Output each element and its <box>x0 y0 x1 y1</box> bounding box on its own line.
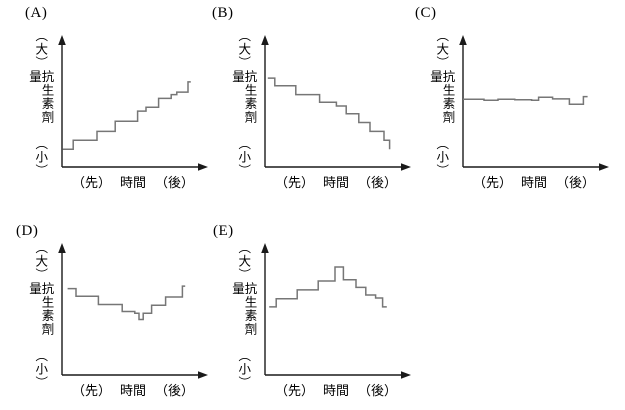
panel-C-label: (C) <box>415 5 437 21</box>
panel-C-y-axis-label: （大） 抗生素劑量 （小） <box>428 29 455 178</box>
panel-B-label: (B) <box>212 5 234 21</box>
y-axis-min-label: （小） <box>33 136 48 178</box>
y-axis-min-label: （小） <box>33 348 48 390</box>
dose-step-line <box>62 81 191 150</box>
x-axis-title: 時間 <box>119 175 146 190</box>
panel-A-plot <box>58 35 208 171</box>
panel-D-y-axis-label: （大） 抗生素劑量 （小） <box>27 241 54 390</box>
panel-A: (A) （大） 抗生素劑量 （小） （先） 時間 （後） <box>0 0 210 208</box>
x-axis-arrow-icon <box>599 163 609 171</box>
y-axis-min-label: （小） <box>434 136 449 178</box>
panel-D: (D) （大） 抗生素劑量 （小） （先） 時間 （後） <box>0 208 210 410</box>
x-axis-left-label: （先） <box>274 383 314 398</box>
x-axis-title: 時間 <box>119 383 146 398</box>
panel-A-label: (A) <box>25 5 48 21</box>
x-axis-left-label: （先） <box>71 175 111 190</box>
panel-B-y-axis-label: （大） 抗生素劑量 （小） <box>230 29 257 178</box>
dose-step-line <box>267 77 391 150</box>
y-axis-title: 抗生素劑量 <box>27 281 54 336</box>
panel-E-y-axis-label: （大） 抗生素劑量 （小） <box>230 241 257 390</box>
x-axis-arrow-icon <box>198 371 208 379</box>
y-axis-title: 抗生素劑量 <box>230 281 257 336</box>
panel-E: (E) （大） 抗生素劑量 （小） （先） 時間 （後） <box>203 208 413 410</box>
y-axis-max-label: （大） <box>33 29 48 70</box>
y-axis-min-label: （小） <box>236 136 251 178</box>
y-axis-max-label: （大） <box>434 29 449 70</box>
panel-C-plot <box>459 35 609 171</box>
y-axis-arrow-icon <box>459 35 467 45</box>
x-axis-right-label: （後） <box>358 383 398 398</box>
x-axis-right-label: （後） <box>358 175 398 190</box>
panel-A-y-axis-label: （大） 抗生素劑量 （小） <box>27 29 54 178</box>
y-axis-title: 抗生素劑量 <box>27 69 54 124</box>
y-axis-max-label: （大） <box>236 241 251 282</box>
panel-B-x-axis-label: （先） 時間 （後） <box>261 172 411 191</box>
panel-E-plot <box>261 243 411 379</box>
y-axis-title: 抗生素劑量 <box>230 69 257 124</box>
y-axis-max-label: （大） <box>236 29 251 70</box>
x-axis-arrow-icon <box>401 371 411 379</box>
dose-step-line <box>463 95 588 106</box>
panel-E-label: (E) <box>213 223 234 239</box>
y-axis-arrow-icon <box>58 35 66 45</box>
x-axis-right-label: （後） <box>155 175 195 190</box>
x-axis-left-label: （先） <box>274 175 314 190</box>
y-axis-arrow-icon <box>261 35 269 45</box>
dose-step-line <box>67 285 186 321</box>
panel-A-x-axis-label: （先） 時間 （後） <box>58 172 208 191</box>
y-axis-max-label: （大） <box>33 241 48 282</box>
x-axis-right-label: （後） <box>556 175 596 190</box>
y-axis-min-label: （小） <box>236 348 251 390</box>
panel-C: (C) （大） 抗生素劑量 （小） （先） 時間 （後） <box>401 0 611 208</box>
x-axis-title: 時間 <box>520 175 547 190</box>
panel-B: (B) （大） 抗生素劑量 （小） （先） 時間 （後） <box>203 0 413 208</box>
x-axis-title: 時間 <box>322 175 349 190</box>
x-axis-arrow-icon <box>401 163 411 171</box>
x-axis-left-label: （先） <box>472 175 512 190</box>
y-axis-arrow-icon <box>261 243 269 253</box>
x-axis-right-label: （後） <box>155 383 195 398</box>
x-axis-arrow-icon <box>198 163 208 171</box>
dose-step-line <box>269 266 387 308</box>
y-axis-title: 抗生素劑量 <box>428 69 455 124</box>
y-axis-arrow-icon <box>58 243 66 253</box>
x-axis-left-label: （先） <box>71 383 111 398</box>
panel-C-x-axis-label: （先） 時間 （後） <box>459 172 609 191</box>
x-axis-title: 時間 <box>322 383 349 398</box>
panel-E-x-axis-label: （先） 時間 （後） <box>261 380 411 399</box>
panel-D-label: (D) <box>16 223 39 239</box>
panel-D-plot <box>58 243 208 379</box>
panel-D-x-axis-label: （先） 時間 （後） <box>58 380 208 399</box>
panel-B-plot <box>261 35 411 171</box>
